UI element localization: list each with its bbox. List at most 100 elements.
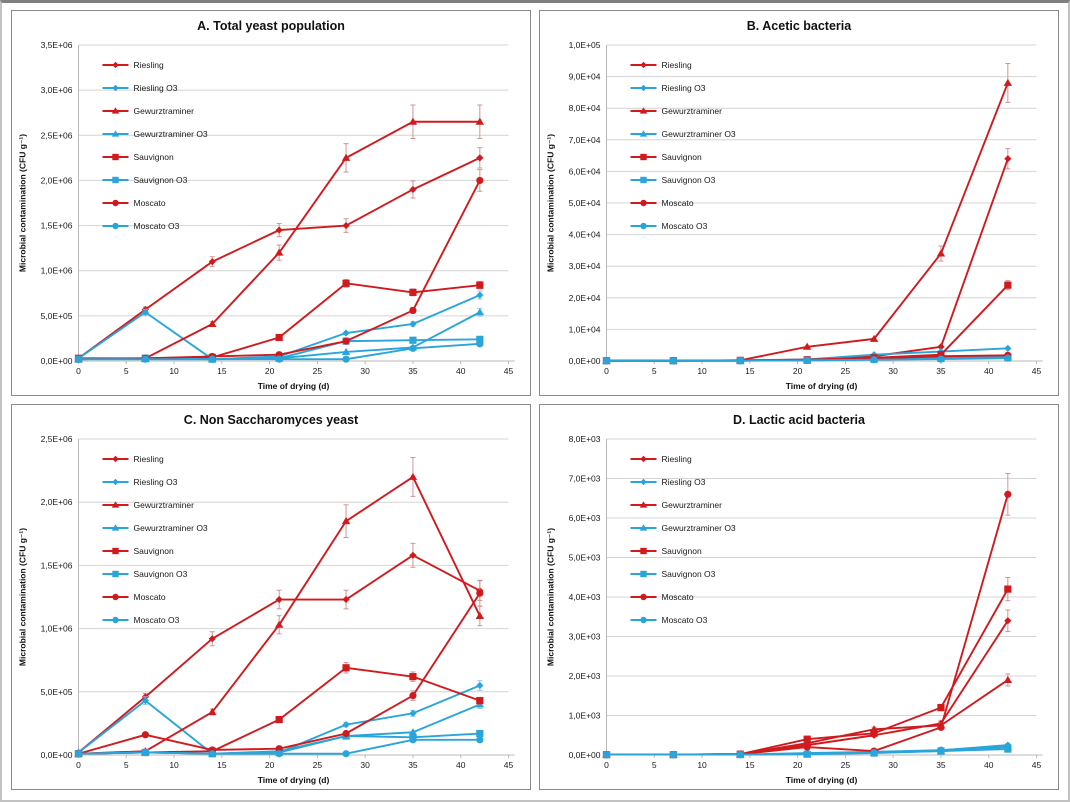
circle-marker	[342, 355, 350, 363]
circle-marker	[275, 750, 283, 758]
gridlines	[78, 44, 509, 317]
diamond-icon	[640, 478, 647, 486]
circle-icon	[640, 199, 647, 207]
y-tick-label: 1,0E+06	[41, 266, 73, 276]
legend-item-riesling: Riesling	[102, 60, 164, 70]
legend: Riesling Riesling O3 Gewurztraminer Gewurzt…	[102, 454, 208, 625]
legend-label: Gewurztraminer O3	[662, 523, 736, 533]
legend: Riesling Riesling O3 Gewurztraminer Gewurzt…	[630, 60, 736, 231]
circle-marker	[208, 750, 216, 758]
circle-icon	[640, 593, 647, 601]
circle-marker	[669, 751, 677, 759]
circle-marker	[669, 357, 677, 365]
legend-item-riesling: Riesling	[630, 60, 692, 70]
gridlines	[606, 438, 1037, 716]
x-tick-label: 20	[265, 366, 275, 376]
circle-marker	[1004, 490, 1012, 498]
legend-item-moscato: Moscato	[102, 198, 166, 208]
legend-item-moscato: Moscato	[102, 592, 166, 602]
legend-item-moscato: Moscato	[630, 592, 694, 602]
diamond-marker	[208, 258, 216, 266]
y-tick-label: 4,0E+04	[569, 230, 601, 240]
triangle-marker	[475, 611, 485, 619]
legend-item-gewurztraminer-o3: Gewurztraminer O3	[630, 129, 736, 139]
series-moscato	[74, 579, 484, 758]
square-marker	[409, 288, 417, 296]
x-tick-label: 0	[604, 366, 609, 376]
legend-label: Riesling	[134, 454, 165, 464]
circle-marker	[275, 745, 283, 753]
legend-item-sauvignon-o3: Sauvignon O3	[102, 569, 188, 579]
x-tick-label: 10	[697, 760, 707, 770]
series-line	[606, 158, 1009, 362]
diamond-marker	[937, 343, 945, 351]
chart-plot-d: 0,0E+00 1,0E+03 2,0E+03 3,0E+03 4,0E+03 5,0E+…	[546, 434, 1043, 785]
triangle-marker	[1003, 78, 1013, 86]
triangle-icon	[639, 524, 648, 531]
circle-icon	[112, 222, 119, 230]
circle-marker	[208, 355, 216, 363]
legend-item-moscato-o3: Moscato O3	[630, 615, 708, 625]
diamond-marker	[275, 226, 283, 234]
diamond-marker	[1004, 155, 1012, 163]
chart-plot-c: 0,0E+00 5,0E+05 1,0E+06 1,5E+06 2,0E+06 2,5E+…	[18, 434, 515, 785]
triangle-marker	[341, 347, 351, 355]
y-axis-title: Microbial contamination (CFU g⁻¹)	[18, 528, 28, 666]
diamond-icon	[640, 61, 647, 69]
y-tick-label: 2,5E+06	[41, 130, 73, 140]
legend: Riesling Riesling O3 Gewurztraminer Gewurzt…	[102, 60, 208, 231]
legend: Riesling Riesling O3 Gewurztraminer Gewurzt…	[630, 454, 736, 625]
y-tick-label: 1,0E+04	[569, 324, 601, 334]
triangle-icon	[111, 524, 120, 531]
y-tick-label: 7,0E+03	[569, 474, 601, 484]
legend-item-gewurztraminer: Gewurztraminer	[630, 106, 722, 116]
square-marker	[803, 735, 811, 743]
y-tick-label: 5,0E+05	[41, 687, 73, 697]
triangle-icon	[111, 107, 120, 114]
legend-item-sauvignon-o3: Sauvignon O3	[102, 175, 188, 185]
legend-item-gewurztraminer: Gewurztraminer	[630, 500, 722, 510]
y-tick-label: 1,5E+06	[41, 221, 73, 231]
circle-marker	[409, 691, 417, 700]
square-marker	[476, 281, 484, 289]
triangle-icon	[111, 501, 120, 508]
y-tick-label: 8,0E+04	[569, 103, 601, 113]
y-tick-label: 9,0E+04	[569, 72, 601, 82]
circle-marker	[342, 750, 350, 758]
x-tick-label: 5	[124, 760, 129, 770]
square-marker	[342, 279, 350, 287]
circle-marker	[141, 355, 149, 363]
y-tick-label: 2,0E+03	[569, 671, 601, 681]
square-marker	[409, 336, 417, 344]
legend-label: Sauvignon	[134, 152, 174, 162]
series-line	[77, 294, 481, 361]
legend-item-riesling-o3: Riesling O3	[630, 83, 706, 93]
circle-marker	[342, 337, 350, 345]
x-tick-label: 0	[76, 760, 81, 770]
x-tick-label: 45	[1032, 366, 1042, 376]
x-tick-label: 20	[265, 760, 275, 770]
legend-label: Riesling O3	[134, 83, 178, 93]
circle-marker	[803, 750, 811, 758]
square-marker	[342, 664, 350, 672]
circle-icon	[640, 616, 647, 624]
square-marker	[1004, 585, 1012, 593]
triangle-marker	[208, 319, 217, 327]
x-tick-label: 25	[841, 760, 851, 770]
legend-label: Moscato	[134, 592, 166, 602]
circle-marker	[937, 723, 945, 731]
circle-marker	[74, 355, 83, 363]
legend-item-moscato: Moscato	[630, 198, 694, 208]
diamond-marker	[409, 709, 417, 717]
legend-label: Moscato O3	[134, 221, 180, 231]
circle-marker	[409, 344, 417, 352]
legend-label: Moscato O3	[662, 615, 708, 625]
chart-plot-b: 0,0E+00 1,0E+04 2,0E+04 3,0E+04 4,0E+04 5,0E+…	[546, 40, 1043, 391]
legend-item-riesling-o3: Riesling O3	[102, 477, 178, 487]
y-tick-label: 3,5E+06	[41, 40, 73, 50]
circle-marker	[74, 750, 83, 758]
legend-label: Sauvignon O3	[134, 569, 188, 579]
diamond-marker	[342, 721, 350, 729]
circle-marker	[736, 357, 744, 365]
circle-marker	[141, 748, 149, 757]
